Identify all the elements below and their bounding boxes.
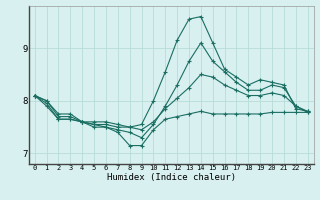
X-axis label: Humidex (Indice chaleur): Humidex (Indice chaleur) xyxy=(107,173,236,182)
